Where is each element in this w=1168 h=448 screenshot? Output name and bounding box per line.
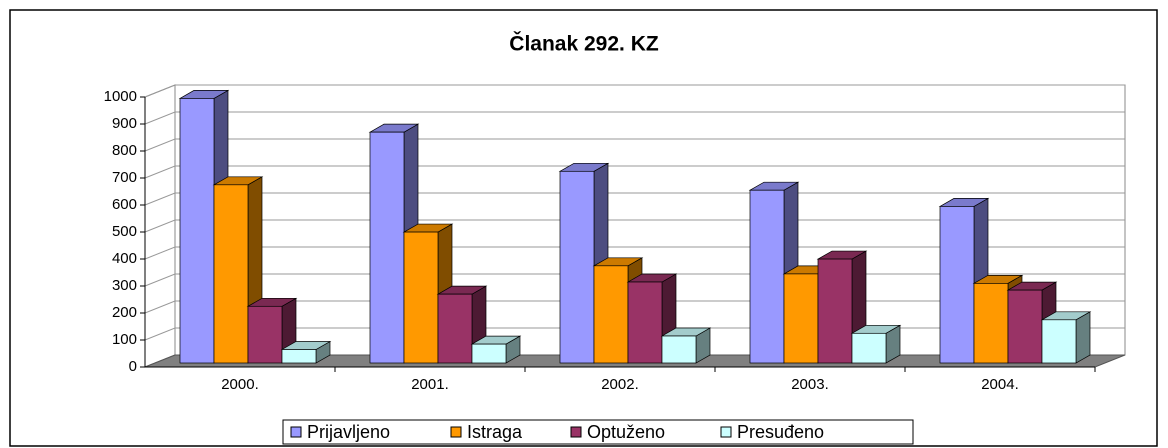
bar	[749, 189, 785, 364]
y-tick-label: 200	[112, 304, 137, 321]
bar	[559, 170, 595, 364]
y-tick-label: 100	[112, 331, 137, 348]
legend-label: Istraga	[467, 422, 523, 442]
bar	[403, 231, 439, 364]
legend-label: Presuđeno	[737, 422, 824, 442]
x-tick-label: 2000.	[221, 376, 259, 393]
grid-line	[144, 138, 1125, 152]
legend-swatch	[570, 426, 582, 438]
y-tick-label: 800	[112, 142, 137, 159]
bar	[281, 349, 317, 364]
grid-line	[144, 84, 1125, 98]
legend-swatch	[720, 426, 732, 438]
bar	[627, 281, 663, 364]
bar	[247, 305, 283, 364]
bar	[1007, 289, 1043, 364]
chart-title: Članak 292. KZ	[509, 32, 659, 56]
y-tick-label: 500	[112, 223, 137, 240]
x-tick-label: 2003.	[791, 376, 829, 393]
bar	[1041, 319, 1077, 364]
grid-line	[144, 192, 1125, 206]
y-tick-label: 300	[112, 277, 137, 294]
legend-swatch	[290, 426, 302, 438]
legend-box	[282, 419, 914, 445]
grid-line	[144, 111, 1125, 125]
bar	[369, 131, 405, 364]
bar	[661, 335, 697, 364]
x-tick-label: 2004.	[981, 376, 1019, 393]
bar	[783, 273, 819, 364]
x-tick-label: 2002.	[601, 376, 639, 393]
bar	[213, 184, 249, 364]
bar	[939, 206, 975, 364]
y-tick-label: 600	[112, 196, 137, 213]
grid-line	[144, 246, 1125, 260]
legend-label: Prijavljeno	[307, 422, 390, 442]
y-tick-label: 400	[112, 250, 137, 267]
bar	[851, 332, 887, 364]
grid-line	[144, 165, 1125, 179]
bar	[973, 283, 1009, 364]
bar-side	[1075, 311, 1091, 364]
y-tick-label: 700	[112, 169, 137, 186]
bar	[817, 258, 853, 364]
bar	[593, 265, 629, 364]
grid-line	[144, 219, 1125, 233]
bar	[179, 98, 215, 364]
bar	[471, 343, 507, 364]
legend-swatch	[450, 426, 462, 438]
y-tick-label: 900	[112, 115, 137, 132]
y-tick-label: 1000	[104, 88, 137, 105]
x-tick-label: 2001.	[411, 376, 449, 393]
legend-label: Optuženo	[587, 422, 665, 442]
bar	[437, 293, 473, 364]
y-tick-label: 0	[129, 358, 137, 375]
